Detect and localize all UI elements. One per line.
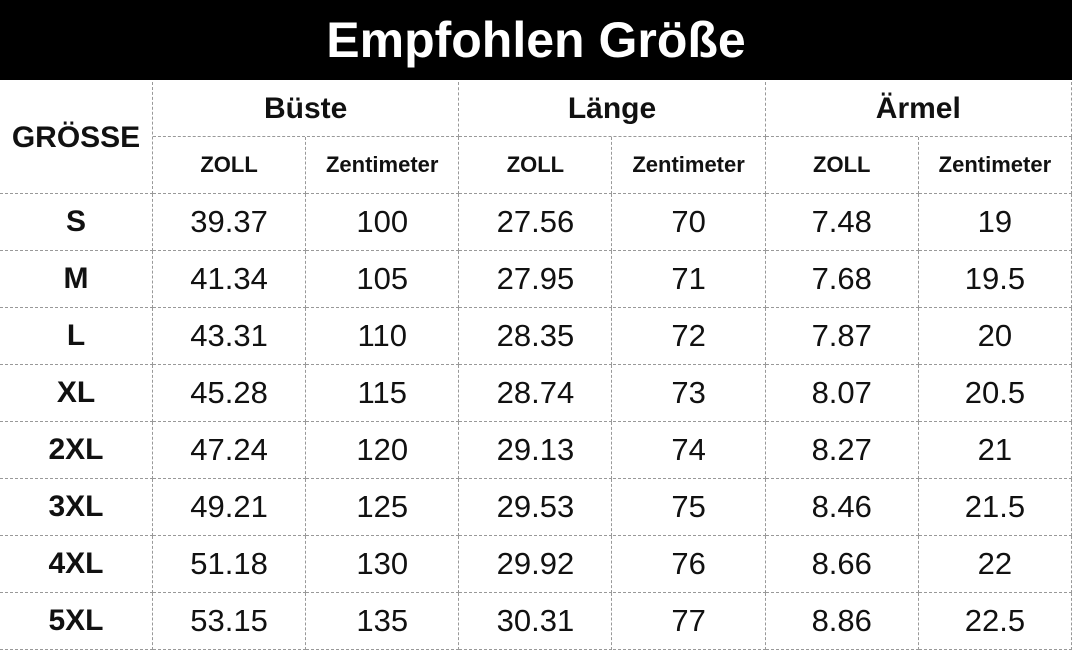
value-cell: 22.5 [918, 593, 1072, 650]
value-cell: 27.95 [459, 251, 613, 308]
unit-header: ZOLL [459, 137, 613, 194]
size-label: M [0, 251, 153, 308]
value-cell: 39.37 [153, 194, 307, 251]
value-cell: 21.5 [918, 479, 1072, 536]
value-cell: 7.68 [765, 251, 919, 308]
value-cell: 29.92 [459, 536, 613, 593]
value-cell: 8.27 [765, 422, 919, 479]
value-cell: 75 [612, 479, 766, 536]
value-cell: 73 [612, 365, 766, 422]
value-cell: 74 [612, 422, 766, 479]
value-cell: 130 [306, 536, 460, 593]
value-cell: 53.15 [153, 593, 307, 650]
value-cell: 100 [306, 194, 460, 251]
value-cell: 45.28 [153, 365, 307, 422]
value-cell: 8.66 [765, 536, 919, 593]
value-cell: 8.07 [765, 365, 919, 422]
unit-header: Zentimeter [918, 137, 1072, 194]
value-cell: 71 [612, 251, 766, 308]
value-cell: 7.48 [765, 194, 919, 251]
row-header: GRÖSSE [0, 82, 153, 194]
value-cell: 28.35 [459, 308, 613, 365]
value-cell: 43.31 [153, 308, 307, 365]
value-cell: 51.18 [153, 536, 307, 593]
value-cell: 19 [918, 194, 1072, 251]
size-label: S [0, 194, 153, 251]
size-label: 4XL [0, 536, 153, 593]
size-label: 2XL [0, 422, 153, 479]
value-cell: 41.34 [153, 251, 307, 308]
value-cell: 120 [306, 422, 460, 479]
value-cell: 70 [612, 194, 766, 251]
value-cell: 8.46 [765, 479, 919, 536]
value-cell: 20 [918, 308, 1072, 365]
value-cell: 105 [306, 251, 460, 308]
size-label: 5XL [0, 593, 153, 650]
size-label: XL [0, 365, 153, 422]
value-cell: 29.13 [459, 422, 613, 479]
value-cell: 72 [612, 308, 766, 365]
value-cell: 21 [918, 422, 1072, 479]
value-cell: 20.5 [918, 365, 1072, 422]
value-cell: 77 [612, 593, 766, 650]
value-cell: 29.53 [459, 479, 613, 536]
value-cell: 110 [306, 308, 460, 365]
group-header: Ärmel [765, 82, 1072, 137]
unit-header: ZOLL [153, 137, 307, 194]
value-cell: 125 [306, 479, 460, 536]
group-header: Länge [459, 82, 766, 137]
unit-header: ZOLL [765, 137, 919, 194]
unit-header: Zentimeter [612, 137, 766, 194]
value-cell: 27.56 [459, 194, 613, 251]
value-cell: 19.5 [918, 251, 1072, 308]
value-cell: 49.21 [153, 479, 307, 536]
size-label: L [0, 308, 153, 365]
value-cell: 28.74 [459, 365, 613, 422]
unit-header: Zentimeter [306, 137, 460, 194]
value-cell: 115 [306, 365, 460, 422]
value-cell: 22 [918, 536, 1072, 593]
group-header: Büste [153, 82, 460, 137]
title: Empfohlen Größe [0, 0, 1072, 80]
value-cell: 8.86 [765, 593, 919, 650]
size-label: 3XL [0, 479, 153, 536]
value-cell: 7.87 [765, 308, 919, 365]
value-cell: 76 [612, 536, 766, 593]
value-cell: 135 [306, 593, 460, 650]
value-cell: 47.24 [153, 422, 307, 479]
value-cell: 30.31 [459, 593, 613, 650]
